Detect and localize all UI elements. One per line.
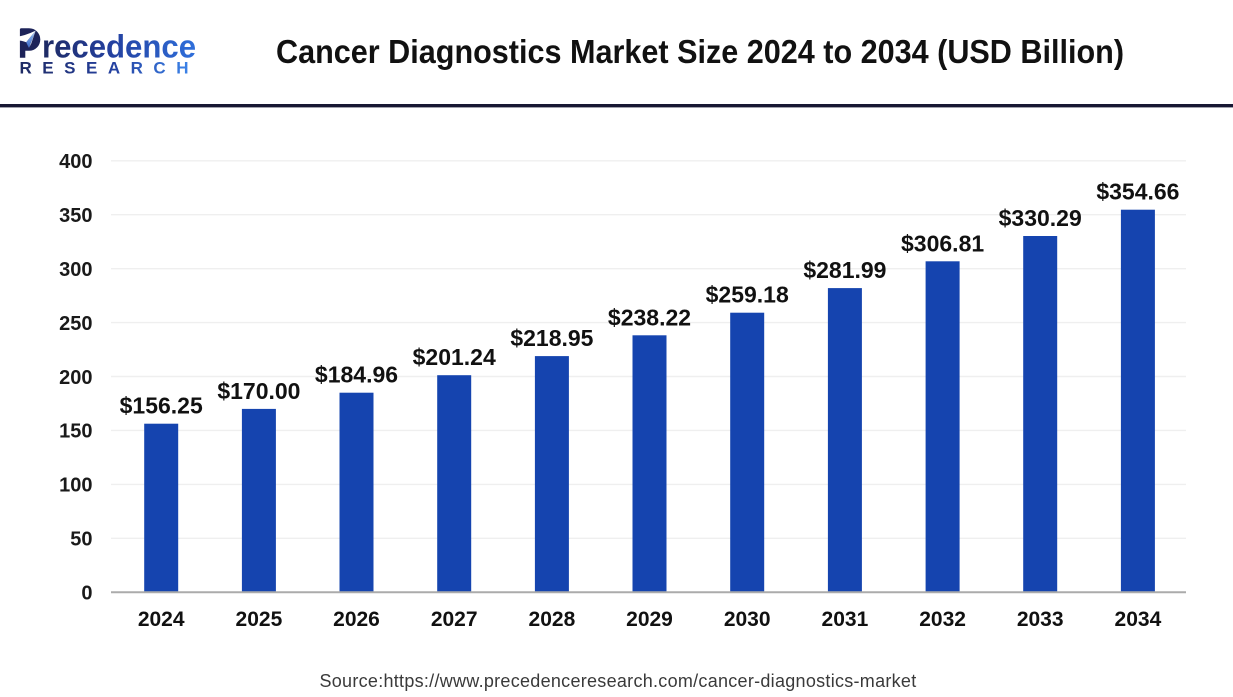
svg-text:2024: 2024 (138, 608, 185, 631)
svg-text:$218.95: $218.95 (510, 325, 593, 351)
svg-text:2034: 2034 (1115, 608, 1162, 631)
svg-text:Source:https://www.precedencer: Source:https://www.precedenceresearch.co… (319, 671, 916, 691)
svg-text:0: 0 (81, 583, 92, 605)
svg-text:$306.81: $306.81 (901, 230, 984, 256)
svg-text:$354.66: $354.66 (1096, 179, 1179, 205)
svg-text:2026: 2026 (333, 608, 380, 631)
svg-text:2030: 2030 (724, 608, 771, 631)
svg-text:2032: 2032 (919, 608, 966, 631)
svg-text:2025: 2025 (236, 608, 283, 631)
svg-text:2033: 2033 (1017, 608, 1064, 631)
svg-text:300: 300 (59, 259, 92, 281)
svg-text:$156.25: $156.25 (120, 393, 203, 419)
svg-text:150: 150 (59, 421, 92, 443)
svg-text:Cancer Diagnostics Market Size: Cancer Diagnostics Market Size 2024 to 2… (276, 33, 1124, 70)
svg-text:recedence: recedence (42, 29, 196, 65)
svg-text:$330.29: $330.29 (999, 205, 1082, 231)
svg-text:$184.96: $184.96 (315, 362, 398, 388)
svg-text:350: 350 (59, 205, 92, 227)
svg-text:100: 100 (59, 475, 92, 497)
svg-text:$238.22: $238.22 (608, 304, 691, 330)
svg-text:2031: 2031 (822, 608, 869, 631)
svg-text:$259.18: $259.18 (706, 282, 789, 308)
svg-text:400: 400 (59, 151, 92, 173)
svg-text:2029: 2029 (626, 608, 673, 631)
svg-text:2028: 2028 (529, 608, 576, 631)
svg-text:200: 200 (59, 367, 92, 389)
svg-text:$201.24: $201.24 (413, 344, 496, 370)
svg-text:250: 250 (59, 313, 92, 335)
svg-text:50: 50 (70, 529, 92, 551)
svg-text:$281.99: $281.99 (803, 257, 886, 283)
svg-text:$170.00: $170.00 (217, 378, 300, 404)
svg-text:2027: 2027 (431, 608, 478, 631)
